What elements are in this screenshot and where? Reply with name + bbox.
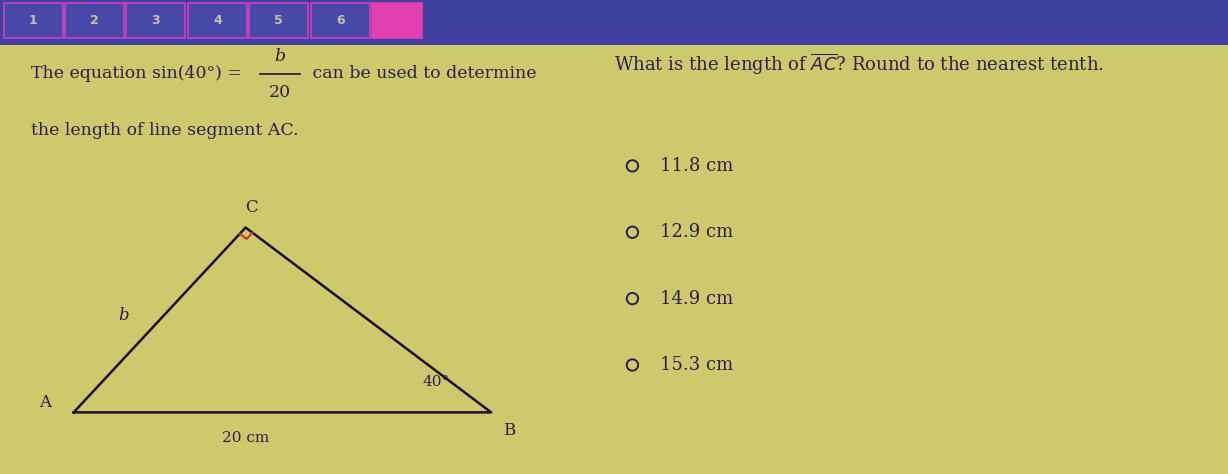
Text: B: B	[503, 422, 516, 439]
Bar	[249, 3, 308, 38]
Text: 11.8 cm: 11.8 cm	[661, 157, 733, 175]
Text: A: A	[39, 394, 52, 411]
Text: 5: 5	[274, 14, 284, 27]
Bar	[372, 3, 422, 38]
Text: The equation sin(40°) =: The equation sin(40°) =	[31, 65, 247, 82]
Text: 14.9 cm: 14.9 cm	[661, 290, 733, 308]
Text: 20 cm: 20 cm	[222, 431, 269, 446]
Text: b: b	[118, 307, 129, 324]
Bar	[4, 3, 63, 38]
Text: 6: 6	[335, 14, 345, 27]
Text: 3: 3	[151, 14, 161, 27]
Text: 15.3 cm: 15.3 cm	[661, 356, 733, 374]
Text: the length of line segment AC.: the length of line segment AC.	[31, 122, 298, 139]
Text: 4: 4	[212, 14, 222, 27]
Text: b: b	[274, 48, 286, 65]
Text: 1: 1	[28, 14, 38, 27]
Text: 20: 20	[269, 84, 291, 101]
Text: 12.9 cm: 12.9 cm	[661, 223, 733, 241]
Text: C: C	[246, 199, 258, 216]
Text: 2: 2	[90, 14, 99, 27]
Text: can be used to determine: can be used to determine	[307, 65, 537, 82]
Bar	[311, 3, 370, 38]
Text: 40°: 40°	[422, 374, 449, 389]
Bar	[0, 0, 1228, 45]
Bar	[65, 3, 124, 38]
Text: What is the length of $\overline{AC}$? Round to the nearest tenth.: What is the length of $\overline{AC}$? R…	[614, 51, 1104, 77]
Bar	[126, 3, 185, 38]
Bar	[188, 3, 247, 38]
